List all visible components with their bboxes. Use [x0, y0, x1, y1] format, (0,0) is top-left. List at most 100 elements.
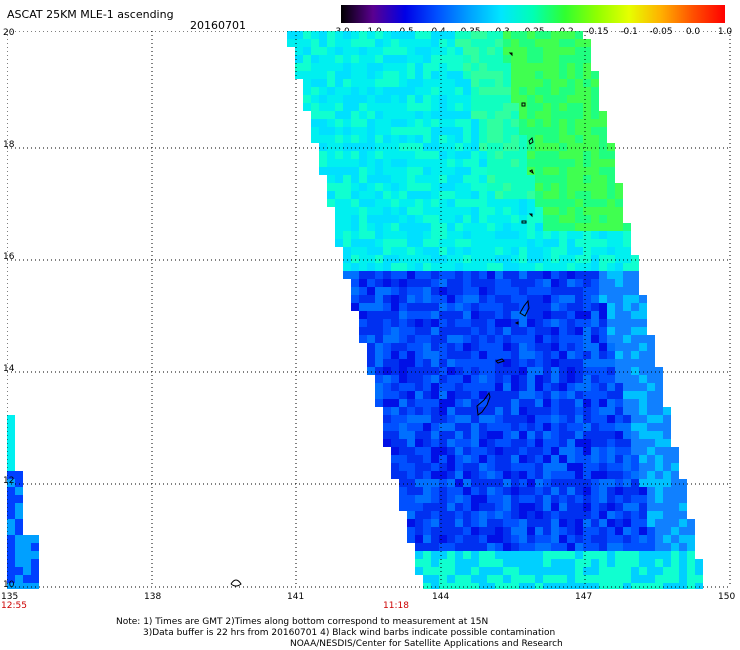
wind-cell: [375, 399, 383, 407]
wind-cell: [583, 375, 591, 383]
wind-cell: [591, 519, 599, 527]
wind-cell: [575, 159, 583, 167]
wind-cell: [535, 63, 543, 71]
wind-cell: [503, 31, 511, 39]
wind-cell: [583, 239, 591, 247]
wind-cell: [335, 111, 343, 119]
wind-cell: [551, 135, 559, 143]
wind-cell: [7, 431, 15, 439]
wind-cell: [391, 103, 399, 111]
wind-cell: [455, 71, 463, 79]
wind-cell: [399, 487, 407, 495]
wind-cell: [559, 47, 567, 55]
wind-cell: [623, 551, 631, 559]
wind-cell: [383, 287, 391, 295]
wind-cell: [599, 343, 607, 351]
wind-cell: [487, 183, 495, 191]
wind-cell: [431, 263, 439, 271]
wind-cell: [455, 111, 463, 119]
wind-cell: [559, 367, 567, 375]
wind-cell: [567, 343, 575, 351]
wind-cell: [511, 71, 519, 79]
wind-cell: [295, 31, 303, 39]
wind-cell: [511, 167, 519, 175]
wind-cell: [655, 495, 663, 503]
wind-cell: [375, 167, 383, 175]
wind-cell: [527, 119, 535, 127]
wind-cell: [671, 463, 679, 471]
wind-cell: [583, 303, 591, 311]
wind-cell: [543, 135, 551, 143]
wind-cell: [615, 567, 623, 575]
wind-cell: [455, 343, 463, 351]
wind-cell: [7, 503, 15, 511]
wind-cell: [583, 527, 591, 535]
wind-cell: [503, 55, 511, 63]
wind-cell: [479, 519, 487, 527]
wind-cell: [559, 527, 567, 535]
wind-cell: [599, 551, 607, 559]
wind-cell: [655, 575, 663, 583]
wind-cell: [559, 119, 567, 127]
wind-cell: [463, 295, 471, 303]
wind-cell: [519, 487, 527, 495]
wind-cell: [551, 359, 559, 367]
wind-cell: [471, 143, 479, 151]
wind-cell: [383, 375, 391, 383]
wind-cell: [535, 295, 543, 303]
wind-cell: [543, 79, 551, 87]
wind-cell: [319, 47, 327, 55]
wind-cell: [471, 471, 479, 479]
wind-cell: [439, 63, 447, 71]
wind-cell: [471, 207, 479, 215]
wind-cell: [487, 63, 495, 71]
wind-cell: [551, 487, 559, 495]
wind-cell: [623, 335, 631, 343]
wind-cell: [431, 143, 439, 151]
wind-cell: [399, 55, 407, 63]
wind-cell: [423, 63, 431, 71]
wind-cell: [311, 31, 319, 39]
wind-cell: [607, 575, 615, 583]
wind-cell: [535, 191, 543, 199]
wind-cell: [647, 439, 655, 447]
wind-cell: [511, 215, 519, 223]
lat-label-14: 14: [3, 364, 15, 374]
wind-cell: [383, 303, 391, 311]
wind-cell: [423, 135, 431, 143]
wind-cell: [471, 311, 479, 319]
wind-cell: [511, 111, 519, 119]
wind-cell: [607, 191, 615, 199]
wind-cell: [447, 127, 455, 135]
wind-cell: [487, 391, 495, 399]
wind-cell: [471, 551, 479, 559]
wind-cell: [463, 319, 471, 327]
island-agrihan: [521, 102, 526, 107]
wind-cell: [527, 31, 535, 39]
wind-cell: [391, 295, 399, 303]
wind-cell: [567, 535, 575, 543]
wind-cell: [607, 303, 615, 311]
wind-cell: [511, 103, 519, 111]
wind-cell: [295, 39, 303, 47]
island-aguijan: [514, 321, 519, 325]
wind-cell: [607, 431, 615, 439]
wind-cell: [655, 471, 663, 479]
wind-cell: [575, 63, 583, 71]
wind-cell: [407, 519, 415, 527]
wind-cell: [535, 127, 543, 135]
wind-cell: [391, 159, 399, 167]
wind-cell: [623, 367, 631, 375]
wind-cell: [407, 375, 415, 383]
wind-cell: [583, 295, 591, 303]
wind-cell: [471, 287, 479, 295]
wind-cell: [479, 511, 487, 519]
wind-cell: [591, 367, 599, 375]
wind-cell: [423, 71, 431, 79]
wind-cell: [7, 543, 15, 551]
wind-cell: [607, 359, 615, 367]
wind-cell: [583, 327, 591, 335]
wind-cell: [471, 135, 479, 143]
wind-cell: [343, 63, 351, 71]
wind-cell: [623, 519, 631, 527]
